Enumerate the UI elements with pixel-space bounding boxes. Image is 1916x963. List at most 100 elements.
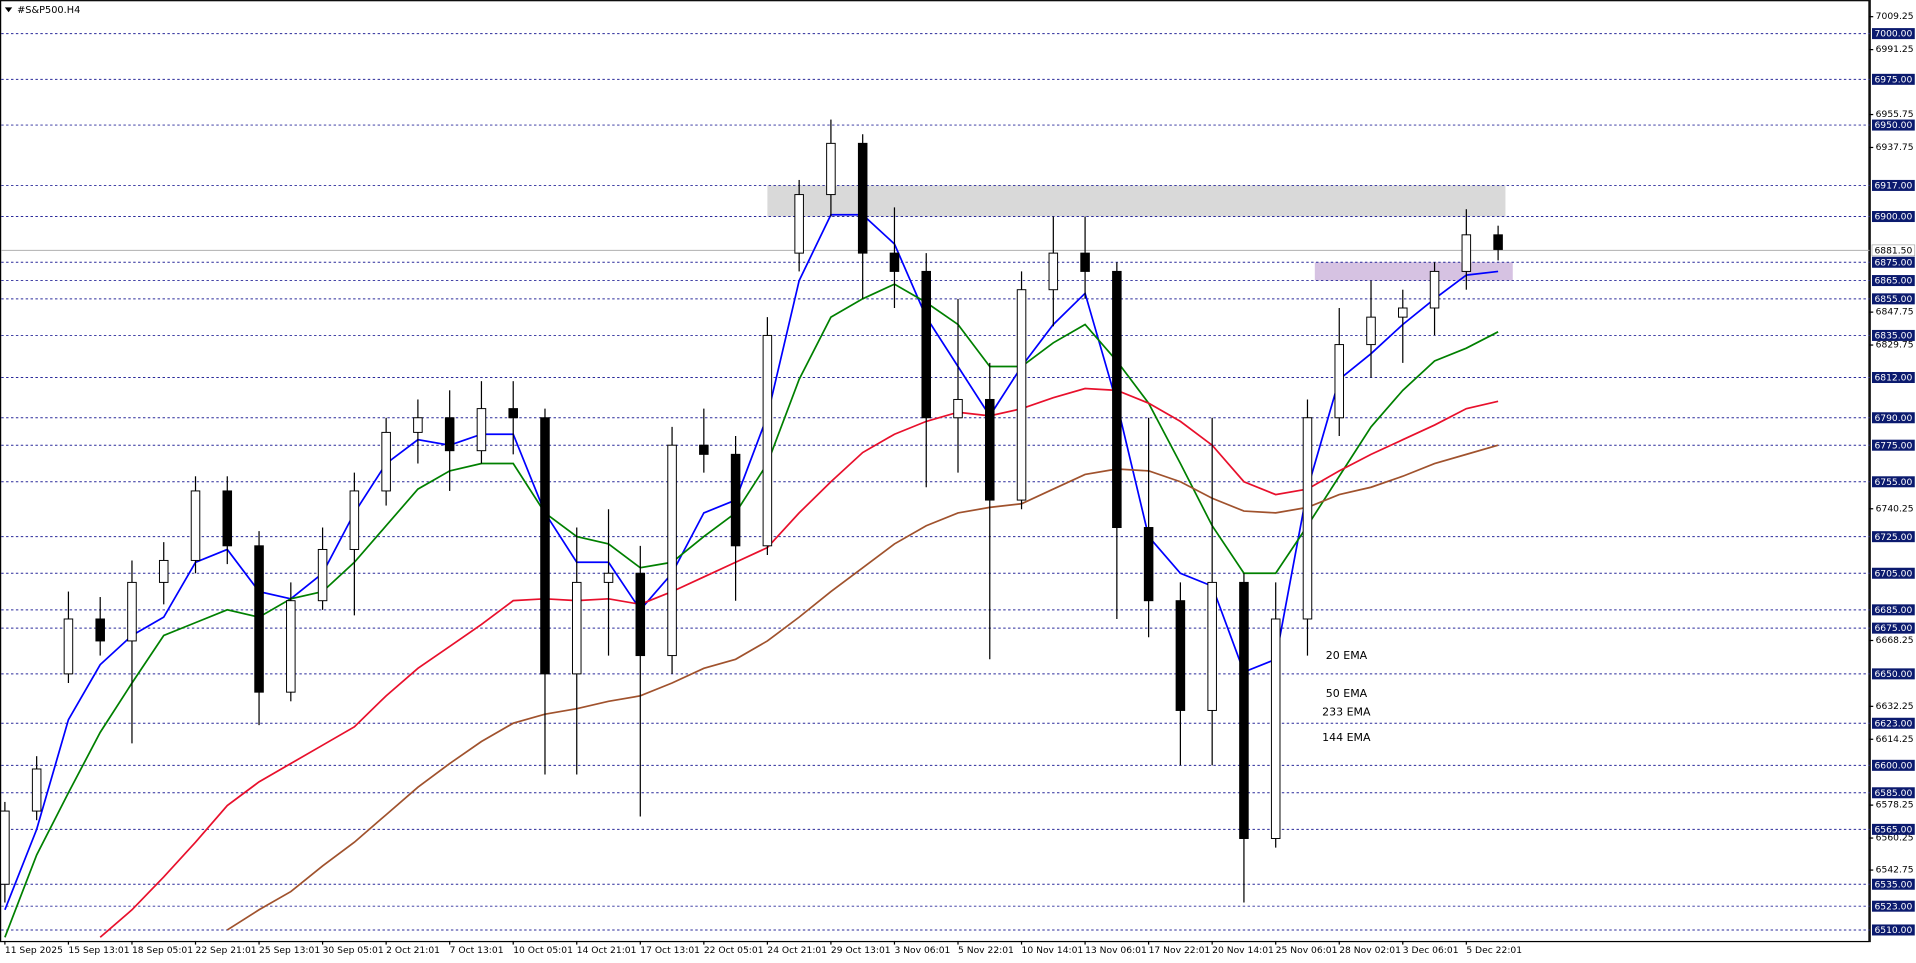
candle-body [95, 618, 105, 642]
x-tick-label: 18 Sep 05:01 [132, 945, 193, 956]
level-label: 6685.00 [1874, 605, 1912, 616]
candle-body [0, 810, 10, 885]
candle-body [635, 572, 646, 657]
last-price-box [1871, 244, 1916, 257]
level-label: 6900.00 [1874, 212, 1912, 223]
x-tick-label: 22 Oct 05:01 [704, 945, 764, 956]
candle-body [31, 768, 42, 812]
level-label-box [1872, 900, 1915, 912]
x-tick-label: 10 Nov 14:01 [1022, 945, 1084, 956]
x-tick-label: 17 Oct 13:01 [640, 945, 700, 956]
level-label: 6835.00 [1874, 331, 1912, 342]
x-tick-label: 3 Dec 06:01 [1403, 945, 1459, 956]
candle-body [381, 431, 391, 492]
level-label-box [1872, 878, 1915, 890]
candle-body [667, 444, 677, 657]
y-tick-label: 7009.25 [1876, 11, 1914, 22]
ema-line [226, 444, 1499, 931]
x-tick-label: 14 Oct 21:01 [577, 945, 637, 956]
ema-line [4, 283, 1499, 938]
ema-line [4, 213, 1499, 911]
candle-body [158, 559, 169, 583]
candle-body [857, 142, 868, 254]
candle-body [1270, 618, 1281, 839]
level-label: 6975.00 [1874, 74, 1912, 85]
ema-label: 20 EMA [1326, 649, 1368, 662]
level-label-box [1872, 179, 1915, 191]
y-tick-label: 6847.75 [1876, 307, 1914, 318]
x-tick-label: 3 Nov 06:01 [894, 945, 950, 956]
level-label: 6565.00 [1874, 824, 1912, 835]
candle-body [730, 453, 741, 547]
candle-body [127, 581, 137, 642]
candle-body [444, 417, 455, 452]
level-label-box [1872, 439, 1915, 451]
level-label-box [1872, 256, 1915, 268]
y-tick-label: 6955.75 [1876, 109, 1914, 120]
level-label: 6623.00 [1874, 718, 1912, 729]
x-tick-label: 25 Sep 13:01 [259, 945, 320, 956]
y-tick-label: 6614.25 [1876, 734, 1914, 745]
level-label-box [1872, 531, 1915, 543]
zone [1314, 262, 1513, 281]
level-label: 6775.00 [1874, 440, 1912, 451]
ema-label: 144 EMA [1322, 731, 1371, 744]
x-tick-label: 7 Oct 13:01 [450, 945, 504, 956]
price-axis [1869, 0, 1916, 943]
y-tick-label: 6632.25 [1876, 701, 1914, 712]
candle-body [1016, 289, 1027, 501]
level-label: 7000.00 [1874, 29, 1912, 40]
level-label-box [1872, 28, 1915, 40]
level-label-box [1872, 924, 1915, 936]
candle-body [254, 545, 264, 693]
candle-body [413, 417, 423, 433]
y-tick-label: 6937.75 [1876, 142, 1914, 153]
menu-triangle [4, 7, 13, 13]
ema-line [99, 387, 1499, 938]
candle-body [953, 398, 963, 419]
level-label-box [1872, 412, 1915, 424]
level-label: 6705.00 [1874, 568, 1912, 579]
zone [767, 185, 1506, 217]
level-label: 6855.00 [1874, 294, 1912, 305]
level-label-box [1872, 119, 1915, 131]
x-tick-label: 15 Sep 13:01 [68, 945, 129, 956]
level-label: 6725.00 [1874, 532, 1912, 543]
level-label-box [1872, 668, 1915, 680]
level-label: 6675.00 [1874, 623, 1912, 634]
candle-body [794, 194, 804, 254]
level-label-box [1872, 823, 1915, 835]
level-label-box [1872, 604, 1915, 616]
level-label: 6755.00 [1874, 477, 1912, 488]
x-tick-label: 20 Nov 14:01 [1212, 945, 1274, 956]
candle-body [1080, 252, 1090, 272]
candle-body [1366, 316, 1376, 346]
x-tick-label: 24 Oct 21:01 [767, 945, 827, 956]
x-tick-label: 13 Nov 06:01 [1085, 945, 1147, 956]
ema-label: 50 EMA [1326, 687, 1368, 700]
x-tick-label: 25 Nov 06:01 [1276, 945, 1338, 956]
x-tick-label: 22 Sep 21:01 [196, 945, 257, 956]
level-label: 6875.00 [1874, 257, 1912, 268]
x-tick-label: 29 Oct 13:01 [831, 945, 891, 956]
level-label-box [1872, 293, 1915, 305]
level-label: 6585.00 [1874, 788, 1912, 799]
level-label: 6865.00 [1874, 276, 1912, 287]
candle-body [1239, 581, 1249, 839]
plot-frame [0, 0, 1870, 943]
candle-body [286, 600, 296, 693]
candle-body [699, 444, 709, 455]
candle-body [1334, 344, 1345, 419]
level-label-box [1872, 567, 1915, 579]
x-tick-label: 2 Oct 21:01 [386, 945, 440, 956]
y-tick-label: 6578.25 [1876, 800, 1914, 811]
y-tick-label: 6829.75 [1876, 340, 1914, 351]
level-label: 6790.00 [1874, 413, 1912, 424]
candle-body [1461, 234, 1472, 272]
candle-body [762, 334, 773, 547]
level-label-box [1872, 717, 1915, 729]
level-label: 6917.00 [1874, 181, 1912, 192]
candle-body [1112, 270, 1122, 529]
candle-body [317, 548, 328, 602]
